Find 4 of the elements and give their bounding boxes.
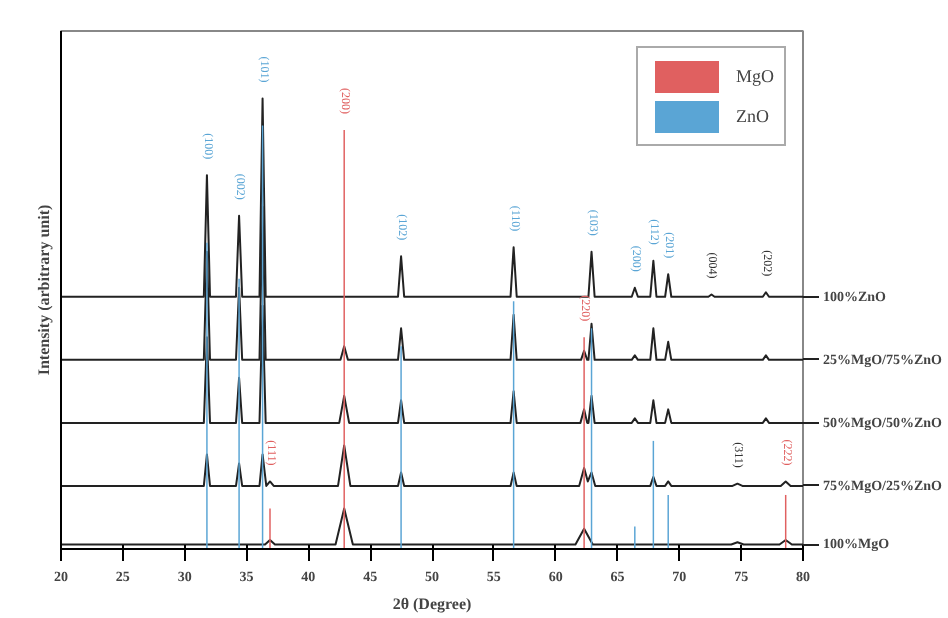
legend-label: ZnO [736, 106, 771, 126]
y-axis-title: Intensity (arbitrary unit) [35, 204, 53, 376]
x-axis-title: 2θ (Degree) [392, 595, 473, 613]
legend-label: MgO [736, 66, 776, 86]
